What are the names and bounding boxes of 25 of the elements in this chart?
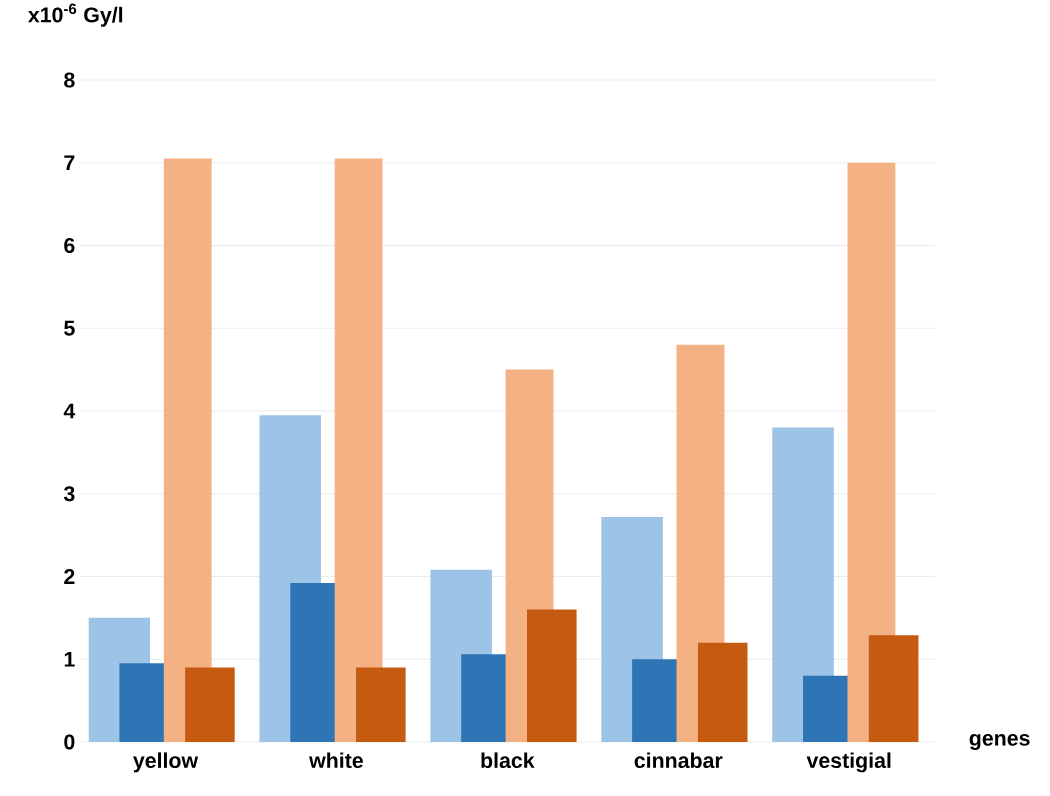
y-tick-label: 2 bbox=[64, 569, 75, 584]
y-tick-label: 3 bbox=[63, 486, 75, 502]
y-tick-label: 0 bbox=[64, 734, 75, 750]
y-tick-label: 1 bbox=[64, 651, 75, 667]
bar bbox=[526, 609, 577, 742]
bar bbox=[185, 667, 235, 742]
x-axis-title: genes bbox=[969, 733, 1030, 750]
y-tick-label: 8 bbox=[64, 72, 75, 88]
x-tick-label: vestigial bbox=[806, 752, 891, 773]
bar bbox=[356, 667, 406, 742]
bar bbox=[334, 158, 383, 742]
x-tick-label: white bbox=[309, 752, 363, 769]
y-axis-title: x10$^{-6}$ Gy/l bbox=[27, 3, 123, 27]
bar bbox=[163, 158, 212, 742]
bar bbox=[697, 642, 748, 742]
x-tick-label: black bbox=[481, 752, 535, 769]
bar bbox=[847, 162, 896, 742]
bar bbox=[868, 635, 919, 742]
x-tick-label: yellow bbox=[133, 752, 199, 773]
y-tick-label: 4 bbox=[63, 403, 76, 419]
x-tick-label: cinnabar bbox=[634, 752, 723, 769]
y-tick-label: 5 bbox=[64, 320, 75, 336]
y-tick-label: 6 bbox=[64, 237, 75, 254]
y-tick-label: 7 bbox=[64, 155, 75, 171]
bar bbox=[632, 659, 680, 742]
